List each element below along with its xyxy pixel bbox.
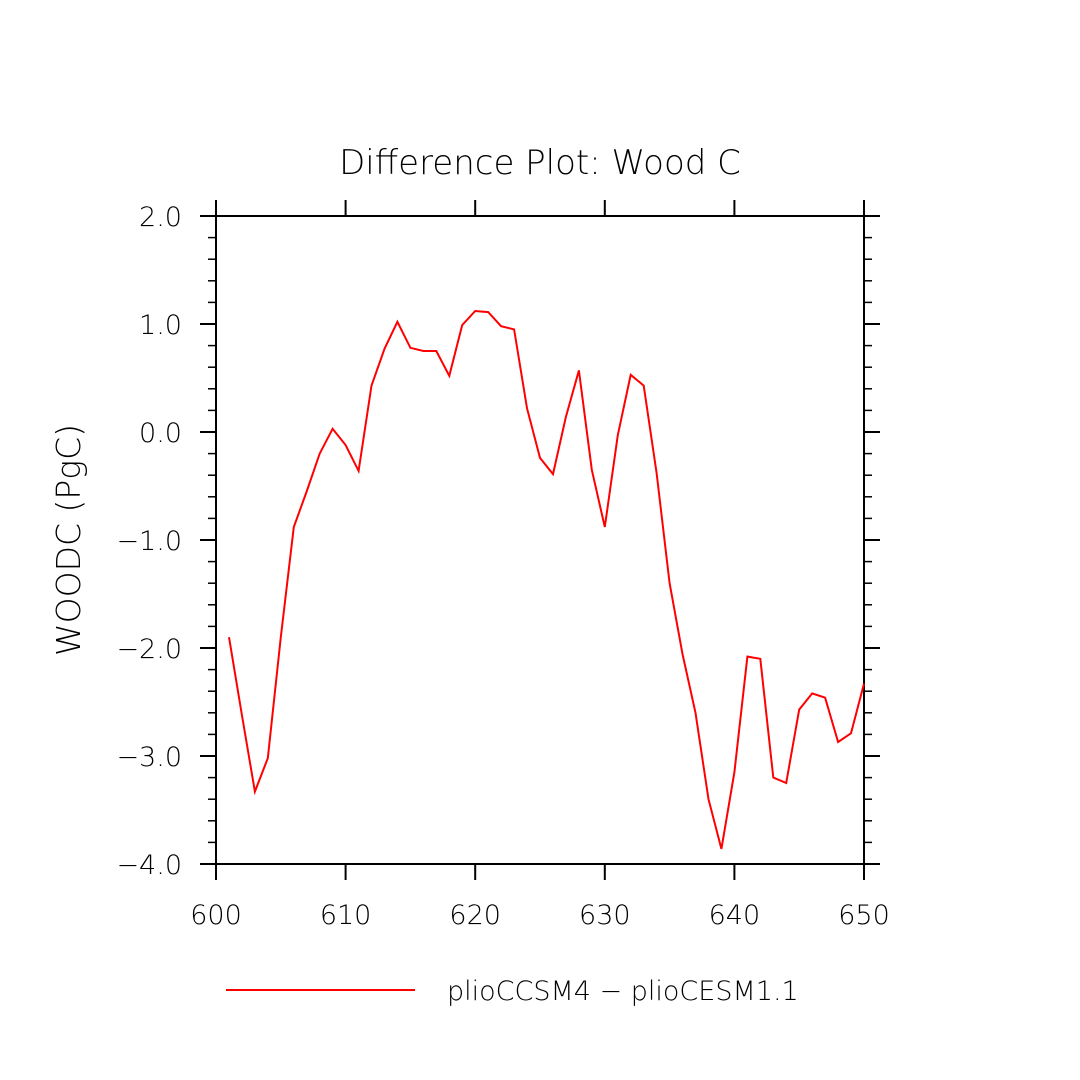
x-tick-label-640: 640 xyxy=(709,900,761,931)
y-tick-label-6: −4.0 xyxy=(116,850,182,881)
y-tick-labels: 2.0 1.0 0.0 −1.0 −2.0 −3.0 −4.0 xyxy=(116,202,182,881)
y-tick-label-0: 2.0 xyxy=(139,202,182,233)
x-tick-labels: 600 610 620 630 640 650 xyxy=(190,900,890,931)
x-tick-label-620: 620 xyxy=(449,900,501,931)
legend-label: plioCCSM4 − plioCESM1.1 xyxy=(447,976,799,1007)
y-tick-label-1: 1.0 xyxy=(139,310,182,341)
y-tick-label-5: −3.0 xyxy=(116,742,182,773)
y-tick-label-4: −2.0 xyxy=(116,634,182,665)
series-line-0 xyxy=(228,309,865,850)
x-tick-label-600: 600 xyxy=(190,900,242,931)
plot-frame xyxy=(215,215,865,865)
x-tick-label-610: 610 xyxy=(320,900,372,931)
axis-ticks xyxy=(200,200,880,880)
x-tick-label-630: 630 xyxy=(579,900,631,931)
series-layer xyxy=(228,309,865,850)
x-tick-label-650: 650 xyxy=(838,900,890,931)
chart-title: Difference Plot: Wood C xyxy=(339,143,741,183)
y-tick-label-3: −1.0 xyxy=(116,526,182,557)
y-axis-label: WOODC (PgC) xyxy=(49,424,88,656)
y-tick-label-2: 0.0 xyxy=(139,418,182,449)
legend: plioCCSM4 − plioCESM1.1 xyxy=(226,976,799,1007)
